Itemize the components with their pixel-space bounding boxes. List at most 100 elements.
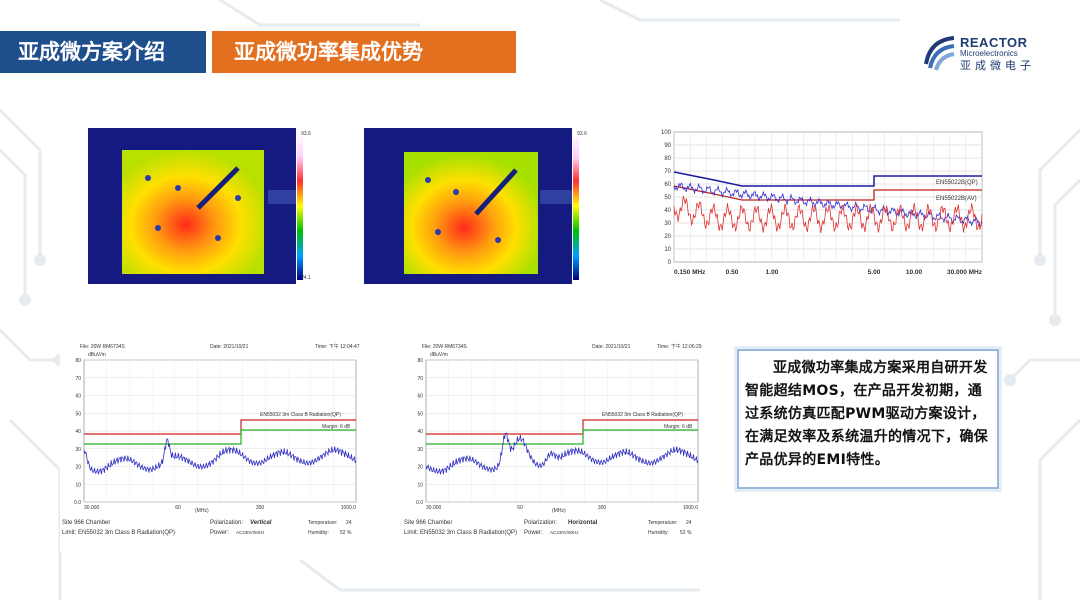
y-tick-label: 50 — [75, 411, 81, 417]
temperature-label: Temperature: — [308, 520, 337, 526]
y-tick-label: 30 — [417, 447, 423, 453]
logo-brand-cn: 亚成微电子 — [960, 59, 1035, 72]
humidity-label: Humidity: — [648, 530, 669, 536]
y-tick-label: 10 — [664, 247, 671, 253]
humidity-value: 52 % — [340, 530, 352, 536]
y-tick-label: 0.0 — [416, 500, 423, 506]
y-tick-label: 30 — [75, 447, 81, 453]
y-tick-label: 20 — [417, 465, 423, 471]
y-tick-label: 60 — [75, 394, 81, 400]
description-callout: 亚成微功率集成方案采用自研开发智能超结MOS，在产品开发初期，通过系统仿真匹配P… — [737, 349, 999, 489]
y-tick-label: 70 — [664, 169, 671, 175]
y-tick-label: 0.0 — [74, 500, 81, 506]
power-label: Power: — [210, 530, 229, 536]
thermal-left-min: 24.1 — [301, 275, 311, 281]
humidity-label: Humidity: — [308, 530, 329, 536]
x-tick-label: 0.150 MHz — [674, 269, 706, 276]
temperature-label: Temperature: — [648, 520, 677, 526]
x-tick-label: 1000.0 — [341, 505, 357, 511]
y-tick-label: 60 — [417, 394, 423, 400]
x-unit: (MHz) — [552, 508, 566, 514]
thermal-scale — [572, 128, 594, 284]
polarization-label: Polarization: — [210, 520, 243, 526]
temperature-value: 24 — [346, 520, 352, 526]
x-tick-label: 60 — [175, 505, 181, 511]
y-tick-label: 100 — [661, 130, 672, 136]
time-label: Time: 下午 12:04:47 — [315, 343, 360, 350]
x-tick-label: 1.00 — [766, 269, 779, 276]
x-tick-label: 300 — [256, 505, 265, 511]
margin-label: Margin: 6 dB — [322, 424, 351, 430]
conducted-emi-chart: 100 90 80 70 60 50 40 30 20 10 0 0.150 MHz 0.50 1.00… — [652, 128, 994, 288]
temperature-value: 24 — [686, 520, 692, 526]
description-text: 亚成微功率集成方案采用自研开发智能超结MOS，在产品开发初期，通过系统仿真匹配P… — [745, 360, 989, 468]
y-tick-label: 10 — [75, 482, 81, 488]
y-tick-label: 30 — [664, 221, 671, 227]
y-tick-label: 80 — [417, 358, 423, 364]
x-tick-label: 5.00 — [868, 269, 881, 276]
y-tick-label: 0 — [668, 260, 672, 266]
reactor-logo-icon — [924, 36, 955, 71]
y-tick-label: 60 — [664, 182, 671, 188]
file-label: File: 20W RM6734S — [80, 344, 125, 350]
limit-footer: Limit: EN55032 3m Class B Radiation(QP) — [62, 530, 175, 536]
radiated-emi-horizontal: File: 20W RM6734S Date: 2021/10/21 Time:… — [402, 340, 710, 552]
y-tick-label: 50 — [417, 411, 423, 417]
x-tick-label: 10.00 — [906, 269, 923, 276]
av-limit-label: EN55022B(AV) — [936, 196, 977, 202]
polarization-label: Polarization: — [524, 520, 557, 526]
power-value: AC230V/50Hz — [550, 530, 579, 535]
site-label: Site 966 Chamber — [404, 520, 452, 526]
date-label: Date: 2021/10/21 — [210, 344, 249, 350]
thermal-scale — [296, 128, 318, 284]
y-tick-label: 40 — [75, 429, 81, 435]
qp-limit-line — [426, 419, 698, 435]
x-tick-label: 30.000 MHz — [947, 269, 983, 276]
y-tick-label: 50 — [664, 195, 671, 201]
time-label: Time: 下午 12:06:29 — [657, 343, 702, 350]
polarization-value: Vertical — [250, 520, 272, 526]
polarization-value: Horizontal — [568, 520, 598, 526]
x-unit: (MHz) — [195, 508, 209, 514]
thermal-right-max: 93.6 — [577, 131, 587, 137]
logo-brand-en: REACTOR — [960, 35, 1028, 50]
y-tick-label: 20 — [75, 465, 81, 471]
x-tick-label: 60 — [517, 505, 523, 511]
thermal-left-max: 93.6 — [301, 131, 311, 137]
thermal-image-right: 93.6 — [364, 128, 594, 284]
site-label: Site 966 Chamber — [62, 520, 110, 526]
y-tick-label: 10 — [417, 482, 423, 488]
radiated-emi-svg: File: 20W RM6734S Date: 2021/10/21 Time:… — [404, 343, 702, 536]
limit-label: EN55032 3m Class B Radiation(QP) — [260, 412, 341, 418]
y-tick-label: 20 — [664, 234, 671, 240]
page-title: 亚成微功率集成优势 — [212, 31, 516, 73]
unit-label: dBuV/m — [88, 352, 106, 358]
qp-limit-label: EN55022B(QP) — [936, 180, 978, 186]
radiated-emi-vertical: File: 20W RM6734S Date: 2021/10/21 Time:… — [60, 340, 368, 552]
unit-label: dBuV/m — [430, 352, 448, 358]
y-tick-label: 90 — [664, 143, 671, 149]
radiated-emi-svg: File: 20W RM6734S Date: 2021/10/21 Time:… — [62, 343, 360, 536]
x-tick-label: 0.50 — [726, 269, 739, 276]
humidity-value: 52 % — [680, 530, 692, 536]
thermal-board-image — [364, 128, 572, 284]
section-tab[interactable]: 亚成微方案介绍 — [0, 31, 206, 73]
thermal-board-image — [88, 128, 296, 284]
x-tick-label: 30.000 — [84, 505, 100, 511]
y-tick-label: 40 — [417, 429, 423, 435]
x-tick-label: 300 — [598, 505, 607, 511]
limit-label: EN55032 3m Class B Radiation(QP) — [602, 412, 683, 418]
av-trace — [673, 195, 983, 234]
y-tick-label: 80 — [75, 358, 81, 364]
y-tick-label: 80 — [664, 156, 671, 162]
y-tick-label: 40 — [664, 208, 671, 214]
power-label: Power: — [524, 530, 543, 536]
company-logo: REACTOR Microelectronics 亚成微电子 — [922, 34, 1062, 74]
qp-limit-line — [673, 171, 982, 187]
limit-footer: Limit: EN55032 3m Class B Radiation(QP) — [404, 530, 517, 536]
qp-limit-line — [84, 419, 356, 435]
y-tick-label: 70 — [75, 376, 81, 382]
y-tick-label: 70 — [417, 376, 423, 382]
